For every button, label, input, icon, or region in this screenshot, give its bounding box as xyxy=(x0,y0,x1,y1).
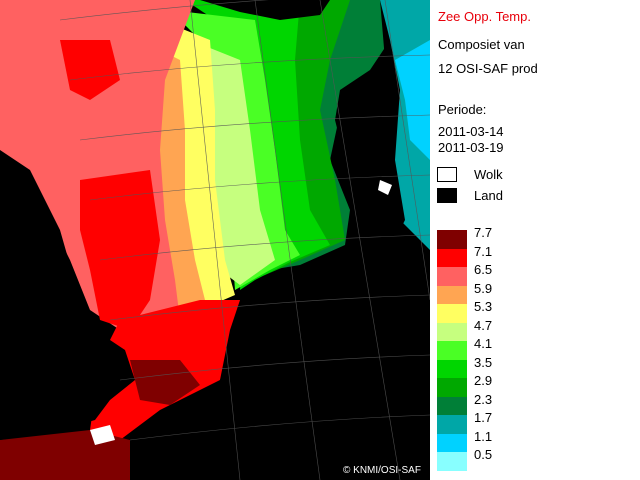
cloud-swatch xyxy=(437,167,457,182)
legend-color-2 xyxy=(437,267,467,287)
legend-tick-label: 4.1 xyxy=(474,336,493,352)
legend-tick-label: 6.5 xyxy=(474,262,493,278)
legend-tick-label: 5.9 xyxy=(474,280,493,296)
legend-color-5 xyxy=(437,322,467,342)
land-denmark xyxy=(335,40,405,250)
land-swatch xyxy=(437,188,457,203)
color-scale-legend: 7.7 7.1 6.5 5.9 5.3 4.7 4.1 3.5 2.9 2.3 1.7 1.1 0.5 xyxy=(437,226,492,472)
legend-tick-label: 5.3 xyxy=(474,299,493,315)
period-end: 2011-03-19 xyxy=(438,140,504,155)
legend-tick-label: 7.1 xyxy=(474,243,493,259)
credit-text: © KNMI/OSI-SAF xyxy=(343,465,421,476)
legend-color-11 xyxy=(437,433,467,453)
map-title: Zee Opp. Temp. xyxy=(438,9,531,24)
graticule xyxy=(59,0,430,480)
legend-tick-label: 1.1 xyxy=(474,428,493,444)
legend-color-10 xyxy=(437,415,467,435)
sst-zone-dark-red-1 xyxy=(130,360,200,405)
land-england xyxy=(0,150,135,440)
legend-color-6 xyxy=(437,341,467,361)
sst-map: © KNMI/OSI-SAF xyxy=(0,0,430,480)
legend-color-3 xyxy=(437,285,467,305)
legend-tick-label: 0.5 xyxy=(474,447,493,463)
legend-tick-label: 2.3 xyxy=(474,391,493,407)
legend-color-4 xyxy=(437,304,467,324)
legend-color-7 xyxy=(437,359,467,379)
subtitle-line-2: 12 OSI-SAF prod xyxy=(438,61,538,76)
legend-tick-label: 3.5 xyxy=(474,354,493,370)
legend-color-12 xyxy=(437,452,467,472)
sst-zone-red-1 xyxy=(80,170,160,330)
cloud-label: Wolk xyxy=(474,167,503,182)
legend-color-9 xyxy=(437,396,467,416)
land-norway xyxy=(200,0,330,20)
sst-zone-red-2 xyxy=(60,40,120,100)
sst-map-image xyxy=(0,0,430,480)
legend-tick-label: 7.7 xyxy=(474,225,493,240)
cloud-east xyxy=(378,180,392,195)
info-panel: Zee Opp. Temp. Composiet van 12 OSI-SAF … xyxy=(430,0,640,480)
legend-color-1 xyxy=(437,248,467,268)
sst-zone-kattegat xyxy=(395,40,430,160)
legend-tick-label: 1.7 xyxy=(474,410,493,426)
cloud-channel xyxy=(90,425,115,445)
legend-color-8 xyxy=(437,378,467,398)
land-continent xyxy=(200,240,430,480)
subtitle-line-1: Composiet van xyxy=(438,37,525,52)
legend-tick-label: 2.9 xyxy=(474,373,493,389)
period-start: 2011-03-14 xyxy=(438,124,504,139)
period-label: Periode: xyxy=(438,102,487,117)
land-label: Land xyxy=(474,188,503,203)
legend-color-0 xyxy=(437,230,467,249)
legend-tick-label: 4.7 xyxy=(474,317,493,333)
